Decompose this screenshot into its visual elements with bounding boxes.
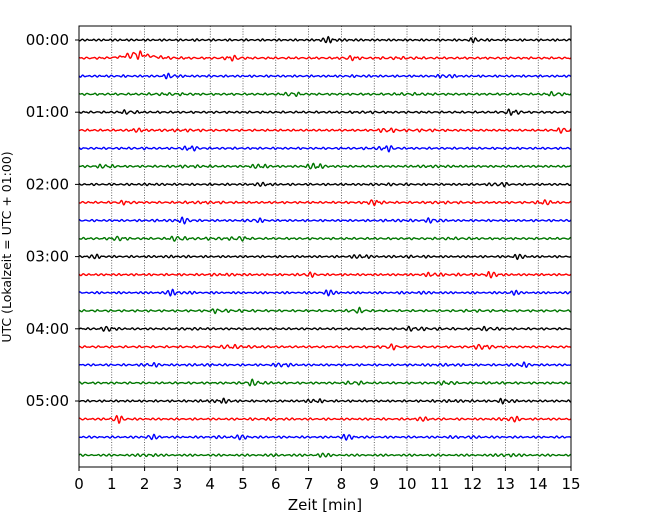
vertical-grid <box>111 26 539 467</box>
trace-row <box>78 306 572 315</box>
trace-row <box>78 235 572 242</box>
trace-row <box>78 325 572 332</box>
trace-row <box>78 162 572 170</box>
trace-row <box>78 50 572 62</box>
x-axis-ticks: 0 1 2 3 4 5 6 7 8 9 10 11 12 13 14 15 <box>74 467 581 493</box>
x-tick-label: 12 <box>463 475 482 493</box>
trace-row <box>78 253 572 261</box>
x-tick-label: 4 <box>205 475 215 493</box>
trace-row <box>78 90 572 97</box>
y-axis-ticks: 00:00 01:00 02:00 03:00 04:00 05:00 <box>26 31 79 410</box>
trace-row <box>78 181 572 188</box>
y-tick-label: 05:00 <box>26 392 69 410</box>
y-tick-label: 01:00 <box>26 103 69 121</box>
trace-row <box>78 199 572 207</box>
x-tick-label: 11 <box>430 475 449 493</box>
trace-row <box>78 378 572 387</box>
x-tick-label: 14 <box>529 475 548 493</box>
y-tick-label: 00:00 <box>26 31 69 49</box>
x-tick-label: 9 <box>369 475 379 493</box>
x-tick-label: 5 <box>238 475 248 493</box>
x-tick-label: 6 <box>271 475 281 493</box>
trace-row <box>78 145 572 153</box>
trace-row <box>78 433 572 441</box>
x-axis-label: Zeit [min] <box>288 496 362 514</box>
trace-row <box>78 288 572 297</box>
x-tick-label: 8 <box>337 475 347 493</box>
x-tick-label: 1 <box>107 475 117 493</box>
x-tick-label: 10 <box>397 475 416 493</box>
y-tick-label: 03:00 <box>26 248 69 266</box>
x-tick-label: 13 <box>496 475 515 493</box>
y-tick-label: 04:00 <box>26 320 69 338</box>
trace-row <box>78 270 572 279</box>
trace-row <box>78 216 572 225</box>
x-tick-label: 0 <box>74 475 84 493</box>
x-tick-label: 7 <box>304 475 314 493</box>
trace-row <box>78 414 572 424</box>
trace-row <box>78 361 572 368</box>
y-axis-label: UTC (Lokalzeit = UTC + 01:00) <box>0 151 14 342</box>
plot-frame <box>78 25 572 468</box>
trace-row <box>78 72 572 80</box>
trace-row <box>78 452 572 458</box>
trace-row <box>78 108 572 116</box>
seismic-traces <box>78 35 572 458</box>
trace-row <box>78 397 572 405</box>
x-tick-label: 15 <box>561 475 580 493</box>
x-tick-label: 3 <box>173 475 183 493</box>
y-tick-label: 02:00 <box>26 175 69 193</box>
trace-row <box>78 343 572 351</box>
trace-row <box>78 127 572 134</box>
x-tick-label: 2 <box>140 475 150 493</box>
trace-row <box>78 35 572 44</box>
